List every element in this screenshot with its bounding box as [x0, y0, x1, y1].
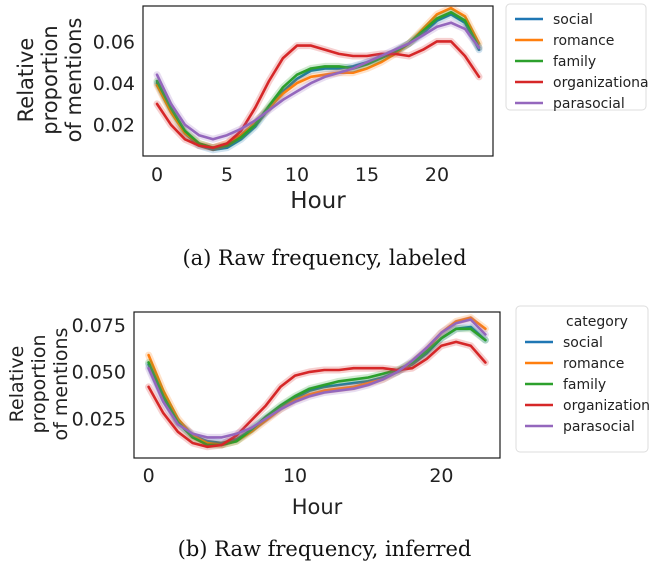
y-axis-label: of mentions	[50, 328, 72, 441]
y-tick-label: 0.04	[93, 73, 135, 95]
y-tick-label: 0.02	[93, 115, 135, 137]
caption-b: (b) Raw frequency, inferred	[0, 537, 649, 561]
legend-entry-romance: romance	[563, 356, 624, 372]
chart-b: 0 10 20 0.025 0.050 0.075 Hour Relative proporti…	[6, 306, 649, 519]
x-tick-label: 10	[283, 465, 307, 487]
y-tick-label: 0.025	[72, 409, 126, 431]
legend-entry-organizational: organizational	[553, 75, 649, 91]
legend-entry-organizational: organizational	[563, 398, 649, 414]
y-axis-label: of mentions	[62, 18, 86, 143]
legend-entry-family: family	[563, 377, 606, 393]
legend: social romance family organizational parasoc…	[506, 4, 649, 112]
y-tick-label: 0.06	[93, 31, 135, 53]
caption-a: (a) Raw frequency, labeled	[0, 246, 649, 270]
y-axis-label: Relative	[6, 346, 28, 423]
x-axis-label: Hour	[290, 188, 346, 214]
y-axis-label: proportion	[28, 335, 50, 434]
y-tick-label: 0.075	[72, 315, 126, 337]
legend-entry-family: family	[553, 54, 596, 70]
legend-title: category	[566, 314, 628, 330]
y-axis-label: Relative	[14, 38, 38, 123]
x-tick-label: 15	[355, 164, 379, 186]
x-tick-label: 0	[151, 164, 163, 186]
x-tick-label: 0	[143, 465, 155, 487]
x-tick-label: 20	[425, 164, 449, 186]
x-tick-label: 10	[285, 164, 309, 186]
legend-entry-parasocial: parasocial	[563, 419, 635, 435]
x-tick-label: 20	[429, 465, 453, 487]
x-tick-label: 5	[221, 164, 233, 186]
x-axis-label: Hour	[292, 495, 343, 519]
legend-entry-social: social	[563, 335, 603, 351]
legend-entry-social: social	[553, 12, 593, 28]
y-tick-label: 0.050	[72, 362, 126, 384]
y-axis-label: proportion	[38, 25, 62, 134]
chart-a: 0 5 10 15 20 0.02 0.04 0.06 Hour Relative proporti…	[14, 4, 649, 214]
legend-entry-parasocial: parasocial	[553, 96, 625, 112]
legend: category social romance family organizationa…	[516, 306, 649, 452]
legend-entry-romance: romance	[553, 33, 614, 49]
